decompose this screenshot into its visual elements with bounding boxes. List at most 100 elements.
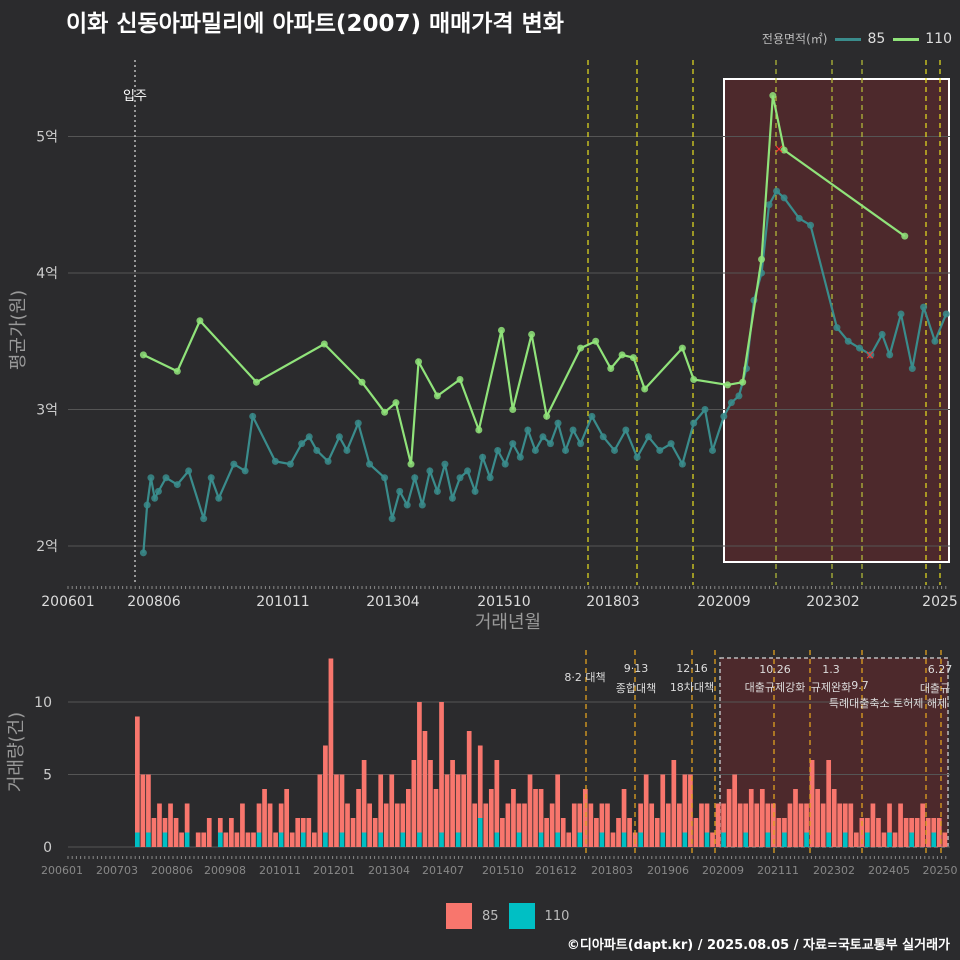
volume-x-tick-label: 202111 xyxy=(757,864,799,877)
volume-bar-85 xyxy=(311,832,317,847)
volume-bar-85 xyxy=(660,774,666,833)
volume-bar-85 xyxy=(223,832,229,847)
volume-bar-85 xyxy=(527,774,533,847)
data-point-85 xyxy=(139,549,147,557)
volume-x-tick-label: 20250 xyxy=(923,864,958,877)
volume-bar-85 xyxy=(533,789,538,847)
policy-label: 1.3 xyxy=(822,663,840,676)
volume-bar-85 xyxy=(831,789,837,847)
volume-bar-85 xyxy=(284,789,290,847)
volume-bar-85 xyxy=(748,789,754,847)
volume-y-axis-title: 거래량(건) xyxy=(6,712,27,792)
volume-bar-85 xyxy=(654,818,660,847)
policy-label: 10.26 xyxy=(759,663,791,676)
volume-bar-85 xyxy=(566,832,572,847)
volume-bar-85 xyxy=(289,832,295,847)
volume-bar-85 xyxy=(616,818,621,847)
legend-label-85: 85 xyxy=(867,30,886,47)
data-point-110 xyxy=(724,381,732,389)
volume-bar-110 xyxy=(135,832,140,847)
y-tick-label: 4억 xyxy=(36,266,58,282)
volume-bar-85 xyxy=(920,803,926,847)
volume-bar-85 xyxy=(853,832,859,847)
volume-bar-110 xyxy=(638,832,643,847)
data-point-85 xyxy=(701,406,709,413)
volume-x-tick-label: 200703 xyxy=(96,864,138,877)
data-point-85 xyxy=(501,460,509,468)
data-point-85 xyxy=(207,474,215,482)
data-point-85 xyxy=(833,324,841,332)
volume-bar-85 xyxy=(372,818,378,847)
volume-bar-85 xyxy=(345,803,350,847)
data-point-110 xyxy=(901,232,909,240)
data-point-85 xyxy=(396,487,404,495)
legend-area: 전용면적(㎡) 85 110 xyxy=(762,30,952,47)
x-tick-label: 201803 xyxy=(586,594,639,610)
volume-bar-110 xyxy=(660,832,666,847)
volume-bar-85 xyxy=(157,803,162,847)
volume-bar-110 xyxy=(765,832,771,847)
data-point-85 xyxy=(780,194,788,202)
data-point-85 xyxy=(765,201,773,209)
volume-bar-85 xyxy=(317,774,323,847)
volume-bar-85 xyxy=(367,803,372,847)
volume-bar-110 xyxy=(804,832,809,847)
data-point-85 xyxy=(298,440,306,448)
data-point-110 xyxy=(139,351,147,359)
volume-bar-85 xyxy=(450,760,455,847)
volume-bar-85 xyxy=(278,803,284,833)
data-point-85 xyxy=(185,467,193,475)
volume-bar-110 xyxy=(555,832,561,847)
volume-bar-110 xyxy=(887,832,892,847)
volume-bar-110 xyxy=(278,832,284,847)
volume-bar-110 xyxy=(455,832,461,847)
data-point-110 xyxy=(607,365,615,373)
policy-label: 9·13 xyxy=(624,662,649,675)
data-point-110 xyxy=(407,460,415,468)
data-point-85 xyxy=(531,446,539,454)
highlight-region xyxy=(723,78,950,563)
volume-bar-110 xyxy=(162,832,168,847)
volume-bar-85 xyxy=(240,803,245,847)
data-point-85 xyxy=(286,460,294,468)
volume-x-tick-label: 202302 xyxy=(813,864,855,877)
volume-bar-85 xyxy=(350,818,356,847)
volume-bar-85 xyxy=(151,818,157,847)
volume-bar-85 xyxy=(571,803,577,847)
policy-label: 종합대책 xyxy=(616,682,656,695)
legend-swatch-85 xyxy=(835,37,862,41)
data-point-85 xyxy=(313,446,321,454)
volume-bar-85 xyxy=(898,803,903,847)
data-point-85 xyxy=(599,433,607,441)
data-point-85 xyxy=(773,187,781,195)
volume-bar-85 xyxy=(688,774,693,847)
volume-x-tick-label: 200908 xyxy=(204,864,246,877)
volume-x-tick-label: 201510 xyxy=(482,864,524,877)
data-point-85 xyxy=(931,337,939,345)
volume-bar-85 xyxy=(732,774,738,847)
volume-bar-85 xyxy=(726,789,732,847)
data-point-85 xyxy=(942,310,950,318)
volume-bar-85 xyxy=(549,803,555,847)
volume-bar-85 xyxy=(179,832,184,847)
volume-legend-swatch-110 xyxy=(508,903,535,929)
data-point-85 xyxy=(709,446,717,454)
data-point-85 xyxy=(479,453,487,461)
volume-bar-85 xyxy=(339,774,345,833)
data-point-85 xyxy=(456,474,464,482)
data-point-85 xyxy=(343,446,351,454)
volume-bar-85 xyxy=(256,803,262,833)
x-tick-label: 202302 xyxy=(806,594,859,610)
volume-bar-85 xyxy=(577,803,583,833)
volume-bar-85 xyxy=(267,803,273,847)
volume-bar-85 xyxy=(881,832,887,847)
volume-x-tick-label: 201201 xyxy=(313,864,355,877)
data-point-85 xyxy=(569,426,577,434)
volume-bar-85 xyxy=(356,789,361,847)
volume-bar-85 xyxy=(488,789,494,847)
volume-bar-85 xyxy=(500,818,505,847)
volume-x-tick-label: 202009 xyxy=(702,864,744,877)
volume-bar-85 xyxy=(411,760,417,847)
volume-bar-85 xyxy=(892,832,898,847)
volume-bar-110 xyxy=(477,818,483,847)
